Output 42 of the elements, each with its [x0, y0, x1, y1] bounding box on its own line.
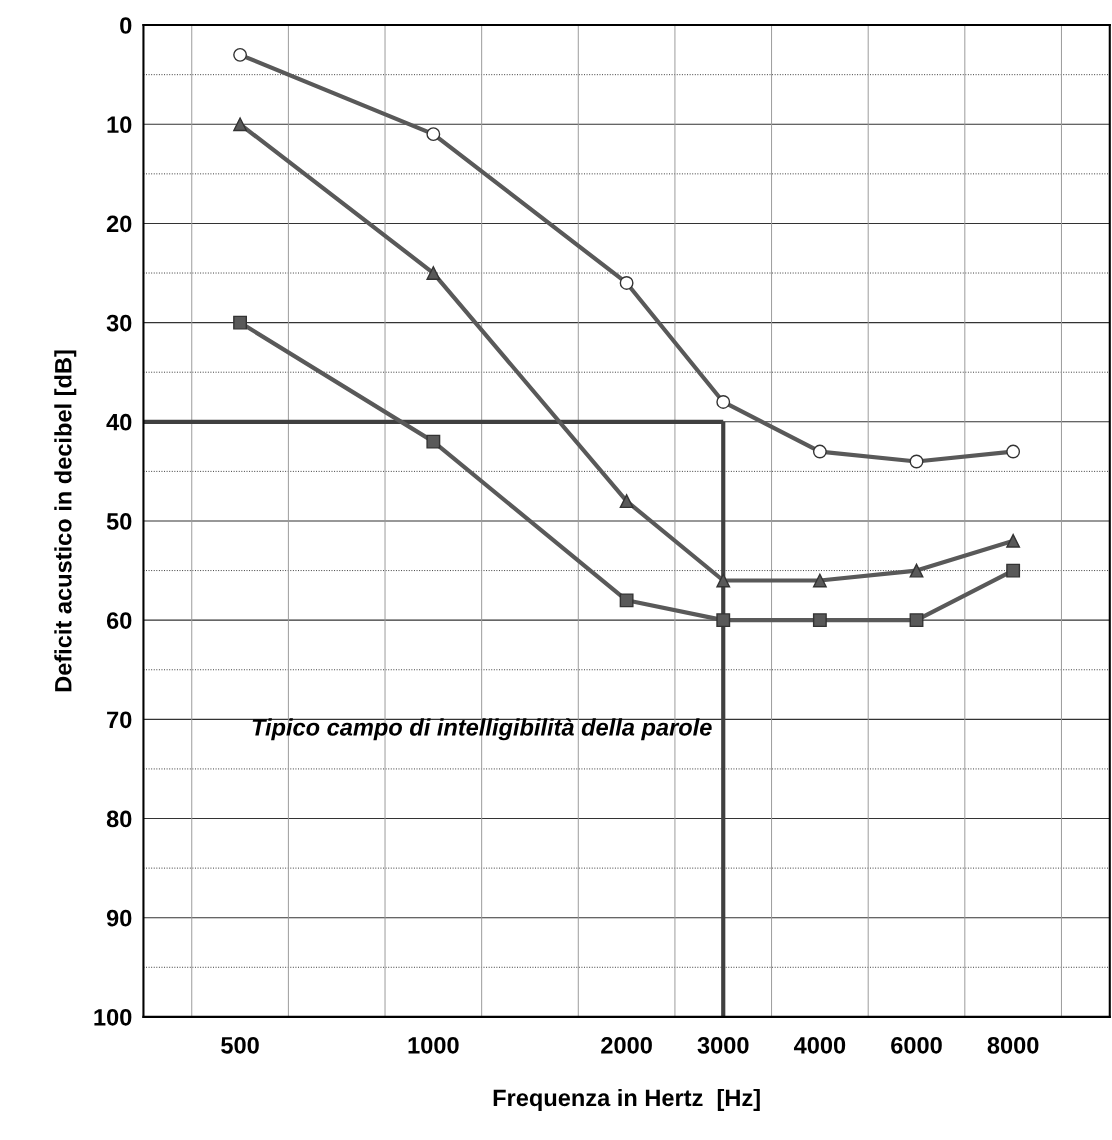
x-tick-label: 3000 [697, 1036, 749, 1054]
y-tick-label: 0 [120, 17, 132, 34]
point [716, 613, 731, 628]
point [619, 593, 634, 608]
point [812, 613, 827, 628]
y-tick-label: 50 [106, 513, 132, 530]
annotation: Tipico campo di intelligibilità della parole [252, 718, 712, 741]
x-tick-label: 1000 [408, 1036, 459, 1054]
y-tick-label: 30 [106, 314, 132, 332]
x-axis-title: Frequenza in Hertz [Hz] [493, 1088, 760, 1111]
y-tick-label: 90 [106, 909, 132, 927]
x-tick-label: 4000 [793, 1036, 846, 1054]
x-tick-label: 500 [221, 1036, 259, 1054]
point [909, 563, 924, 578]
point [1006, 563, 1021, 578]
point [619, 494, 634, 509]
point [909, 454, 924, 469]
point [909, 613, 924, 628]
y-tick-label: 80 [106, 810, 132, 828]
point [233, 47, 248, 62]
point [812, 444, 827, 459]
point [426, 127, 441, 142]
y-tick-label: 60 [106, 612, 132, 629]
y-axis-title: Deficit acustico in decibel [dB] [54, 350, 77, 692]
x-tick-label: 2000 [601, 1036, 652, 1054]
y-tick-label: 40 [106, 413, 132, 431]
y-tick-label: 100 [94, 1008, 132, 1026]
point [619, 276, 634, 290]
y-tick-label: 20 [106, 215, 132, 233]
point [1006, 533, 1021, 548]
y-tick-label: 70 [107, 711, 132, 729]
x-tick-label: 6000 [891, 1036, 942, 1054]
point [426, 266, 441, 280]
point [812, 573, 827, 588]
y-tick-label: 10 [107, 116, 132, 134]
point [426, 434, 441, 449]
x-tick-label: 8000 [987, 1036, 1039, 1054]
point [233, 315, 248, 330]
point [1006, 444, 1021, 459]
point [233, 117, 248, 132]
point [716, 395, 731, 409]
point [716, 573, 731, 588]
